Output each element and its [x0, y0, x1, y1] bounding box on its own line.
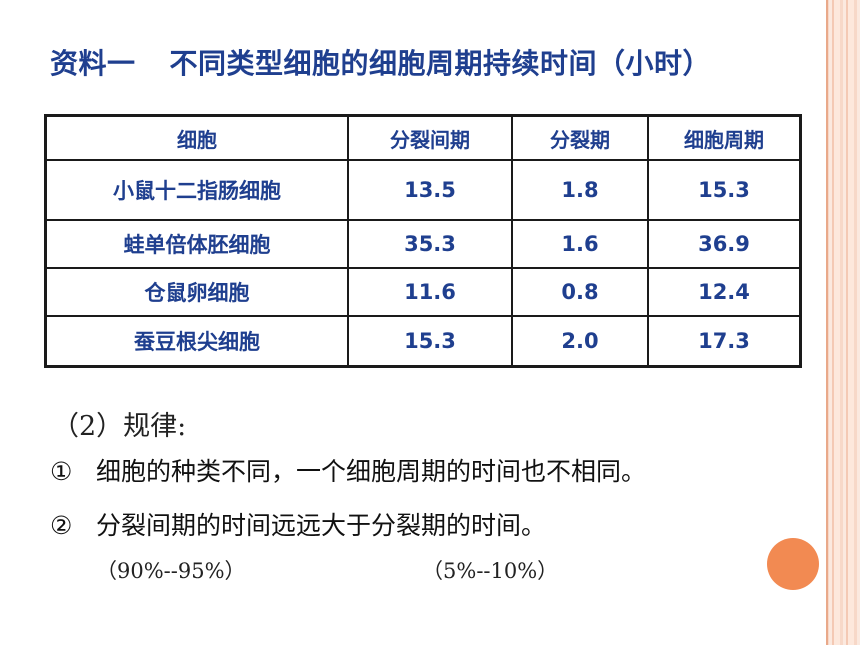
cell-name: 蛙单倍体胚细胞	[44, 219, 349, 269]
table-row: 蛙单倍体胚细胞 35.3 1.6 36.9	[44, 219, 802, 269]
mitosis-value: 1.8	[511, 159, 649, 221]
rules-heading: （2）规律:	[52, 411, 187, 442]
interphase-value: 35.3	[347, 219, 513, 269]
cell-name: 小鼠十二指肠细胞	[44, 159, 349, 221]
interphase-value: 11.6	[347, 267, 513, 317]
decorative-side-stripes	[826, 0, 860, 645]
mitosis-value: 0.8	[511, 267, 649, 317]
table-row: 仓鼠卵细胞 11.6 0.8 12.4	[44, 267, 802, 317]
rule-text: 细胞的种类不同，一个细胞周期的时间也不相同。	[96, 457, 647, 486]
rule-text: 分裂间期的时间远远大于分裂期的时间。	[96, 511, 547, 540]
rule-item-2: ② 分裂间期的时间远远大于分裂期的时间。	[50, 506, 546, 542]
title-text: 不同类型细胞的细胞周期持续时间（小时）	[169, 47, 712, 80]
cycle-value: 12.4	[647, 267, 802, 317]
table-row: 小鼠十二指肠细胞 13.5 1.8 15.3	[44, 159, 802, 221]
slide-title: 资料一 不同类型细胞的细胞周期持续时间（小时）	[50, 42, 711, 82]
header-interphase: 分裂间期	[347, 114, 513, 161]
cycle-value: 17.3	[647, 315, 802, 368]
cell-cycle-table: 细胞 分裂间期 分裂期 细胞周期 小鼠十二指肠细胞 13.5 1.8 15.3 …	[44, 114, 802, 368]
header-mitosis: 分裂期	[511, 114, 649, 161]
title-label: 资料一	[50, 47, 136, 80]
header-cell-cycle: 细胞周期	[647, 114, 802, 161]
interphase-value: 15.3	[347, 315, 513, 368]
interphase-value: 13.5	[347, 159, 513, 221]
decorative-orange-circle	[767, 538, 819, 590]
interphase-percentage: （90%--95%）	[96, 559, 246, 583]
cell-name: 仓鼠卵细胞	[44, 267, 349, 317]
rule-number: ①	[50, 457, 73, 486]
table-row: 蚕豆根尖细胞 15.3 2.0 17.3	[44, 315, 802, 368]
cycle-value: 36.9	[647, 219, 802, 269]
mitosis-value: 2.0	[511, 315, 649, 368]
rule-number: ②	[50, 511, 73, 540]
header-cell: 细胞	[44, 114, 349, 161]
cycle-value: 15.3	[647, 159, 802, 221]
mitosis-percentage: （5%--10%）	[422, 559, 559, 583]
table-header-row: 细胞 分裂间期 分裂期 细胞周期	[44, 114, 802, 161]
mitosis-value: 1.6	[511, 219, 649, 269]
cell-name: 蚕豆根尖细胞	[44, 315, 349, 368]
rule-item-1: ① 细胞的种类不同，一个细胞周期的时间也不相同。	[50, 452, 646, 488]
